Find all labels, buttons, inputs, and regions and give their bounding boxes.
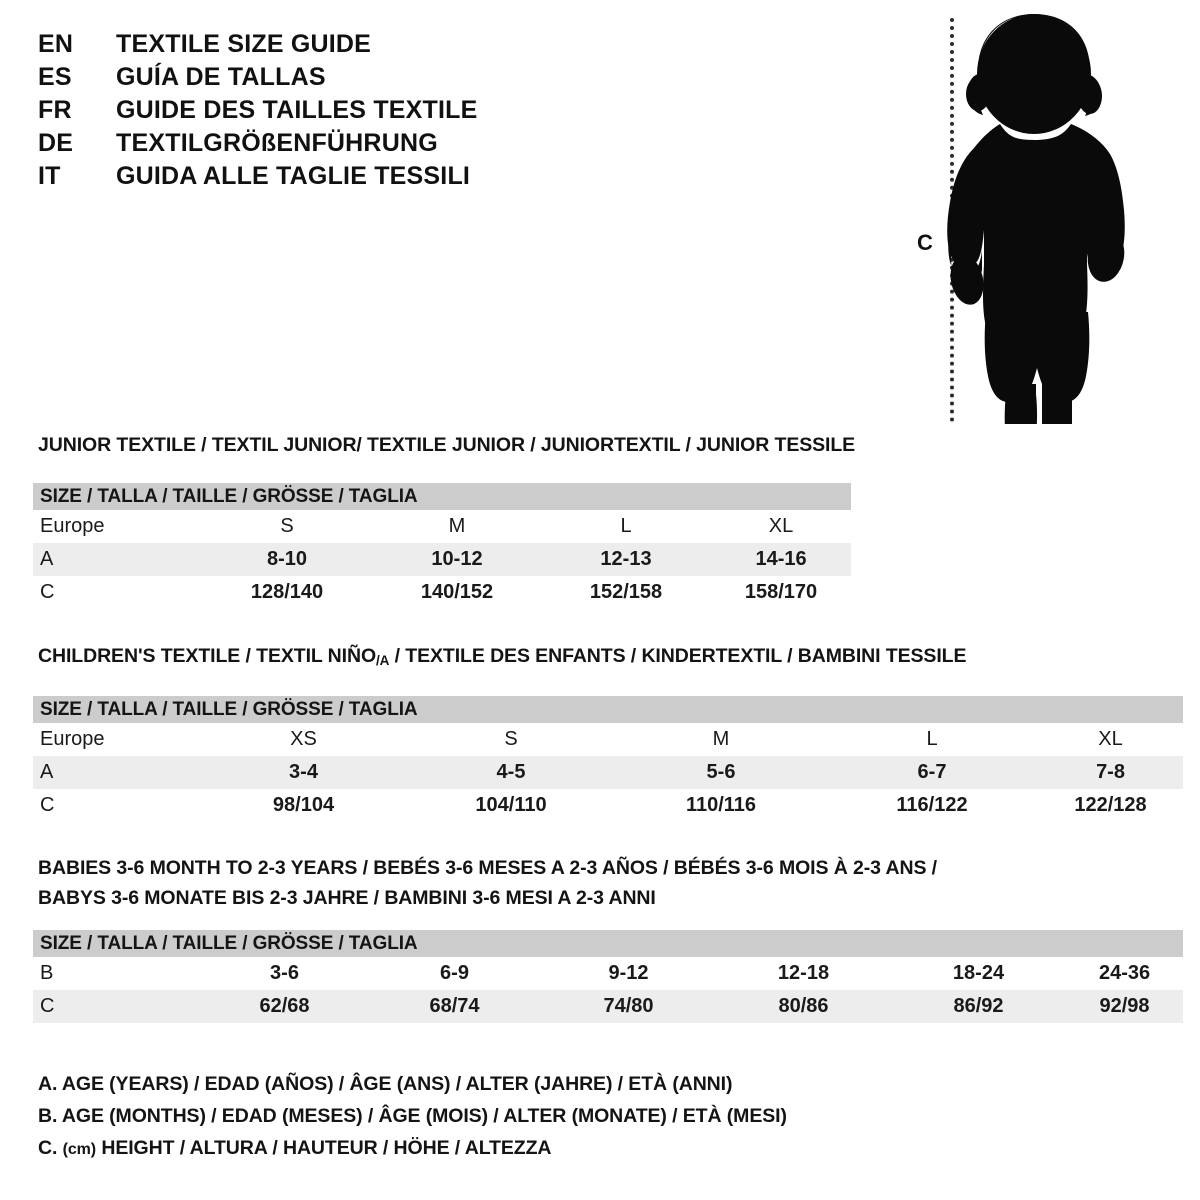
section-heading-junior: JUNIOR TEXTILE / TEXTIL JUNIOR/ TEXTILE …	[38, 434, 856, 456]
child-silhouette-icon	[947, 14, 1125, 424]
legend-block: A. AGE (YEARS) / EDAD (AÑOS) / ÂGE (ANS)…	[38, 1068, 938, 1164]
junior-age-xl: 14-16	[711, 543, 852, 576]
table-row: C 62/68 68/74 74/80 80/86 86/92 92/98	[33, 990, 1184, 1023]
children-row-a-label: A	[33, 756, 201, 789]
junior-size-s: S	[201, 510, 373, 543]
junior-table-band-label: SIZE / TALLA / TAILLE / GRÖSSE / TAGLIA	[33, 483, 852, 510]
children-size-l: L	[826, 723, 1038, 756]
legend-c-unit: (cm)	[62, 1141, 97, 1158]
junior-size-m: M	[373, 510, 541, 543]
junior-height-xl: 158/170	[711, 576, 852, 609]
language-row-es: ES GUÍA DE TALLAS	[38, 63, 598, 96]
children-height-m: 110/116	[616, 789, 826, 822]
babies-height-1: 62/68	[201, 990, 368, 1023]
junior-age-l: 12-13	[541, 543, 711, 576]
junior-age-s: 8-10	[201, 543, 373, 576]
children-height-xl: 122/128	[1038, 789, 1184, 822]
height-measure-label: C	[917, 230, 933, 255]
language-code-es: ES	[38, 63, 72, 91]
legend-line-b: B. AGE (MONTHS) / EDAD (MESES) / ÂGE (MO…	[38, 1105, 787, 1127]
language-title-en: TEXTILE SIZE GUIDE	[116, 30, 372, 58]
language-row-en: EN TEXTILE SIZE GUIDE	[38, 30, 598, 63]
babies-months-1: 3-6	[201, 957, 368, 990]
legend-c-rest: HEIGHT / ALTURA / HAUTEUR / HÖHE / ALTEZ…	[96, 1137, 552, 1159]
children-row-europe-label: Europe	[33, 723, 201, 756]
children-table-band-row: SIZE / TALLA / TAILLE / GRÖSSE / TAGLIA	[33, 696, 1184, 723]
language-title-fr: GUIDE DES TAILLES TEXTILE	[116, 96, 478, 124]
babies-height-3: 74/80	[541, 990, 716, 1023]
babies-row-b-label: B	[33, 957, 201, 990]
children-heading-sub: /A	[376, 653, 390, 668]
section-heading-babies-line2: BABYS 3-6 MONATE BIS 2-3 JAHRE / BAMBINI…	[38, 887, 656, 909]
language-title-it: GUIDA ALLE TAGLIE TESSILI	[116, 162, 471, 190]
section-heading-babies-line1: BABIES 3-6 MONTH TO 2-3 YEARS / BEBÉS 3-…	[38, 857, 937, 879]
babies-size-table: SIZE / TALLA / TAILLE / GRÖSSE / TAGLIA …	[33, 930, 1184, 1023]
language-code-en: EN	[38, 30, 74, 58]
babies-months-6: 24-36	[1066, 957, 1184, 990]
children-size-xl: XL	[1038, 723, 1184, 756]
children-age-xs: 3-4	[201, 756, 406, 789]
babies-months-5: 18-24	[891, 957, 1066, 990]
language-title-de: TEXTILGRÖßENFÜHRUNG	[116, 129, 438, 157]
table-row: C 128/140 140/152 152/158 158/170	[33, 576, 852, 609]
babies-months-2: 6-9	[368, 957, 541, 990]
children-height-l: 116/122	[826, 789, 1038, 822]
children-size-s: S	[406, 723, 616, 756]
language-row-it: IT GUIDA ALLE TAGLIE TESSILI	[38, 162, 598, 195]
junior-table-band-row: SIZE / TALLA / TAILLE / GRÖSSE / TAGLIA	[33, 483, 852, 510]
children-heading-suffix: / TEXTILE DES ENFANTS / KINDERTEXTIL / B…	[389, 645, 967, 667]
table-row: C 98/104 104/110 110/116 116/122 122/128	[33, 789, 1184, 822]
children-age-l: 6-7	[826, 756, 1038, 789]
children-size-xs: XS	[201, 723, 406, 756]
babies-row-c-label: C	[33, 990, 201, 1023]
babies-height-4: 80/86	[716, 990, 891, 1023]
children-age-s: 4-5	[406, 756, 616, 789]
junior-size-l: L	[541, 510, 711, 543]
language-row-fr: FR GUIDE DES TAILLES TEXTILE	[38, 96, 598, 129]
legend-line-c: C. (cm) HEIGHT / ALTURA / HAUTEUR / HÖHE…	[38, 1132, 938, 1164]
language-title-block: EN TEXTILE SIZE GUIDE ES GUÍA DE TALLAS …	[38, 30, 598, 195]
table-row: A 3-4 4-5 5-6 6-7 7-8	[33, 756, 1184, 789]
table-row: Europe S M L XL	[33, 510, 852, 543]
language-code-it: IT	[38, 162, 61, 190]
section-heading-children: CHILDREN'S TEXTILE / TEXTIL NIÑO/A / TEX…	[38, 645, 966, 668]
children-height-s: 104/110	[406, 789, 616, 822]
table-row: B 3-6 6-9 9-12 12-18 18-24 24-36	[33, 957, 1184, 990]
junior-height-m: 140/152	[373, 576, 541, 609]
language-code-de: DE	[38, 129, 74, 157]
language-code-fr: FR	[38, 96, 72, 124]
babies-months-3: 9-12	[541, 957, 716, 990]
junior-size-xl: XL	[711, 510, 852, 543]
babies-table-band-label: SIZE / TALLA / TAILLE / GRÖSSE / TAGLIA	[33, 930, 1184, 957]
children-height-xs: 98/104	[201, 789, 406, 822]
junior-row-a-label: A	[33, 543, 201, 576]
legend-line-a: A. AGE (YEARS) / EDAD (AÑOS) / ÂGE (ANS)…	[38, 1073, 733, 1095]
junior-size-table: SIZE / TALLA / TAILLE / GRÖSSE / TAGLIA …	[33, 483, 852, 609]
table-row: A 8-10 10-12 12-13 14-16	[33, 543, 852, 576]
children-size-m: M	[616, 723, 826, 756]
legend-c-prefix: C.	[38, 1137, 63, 1159]
children-age-m: 5-6	[616, 756, 826, 789]
children-age-xl: 7-8	[1038, 756, 1184, 789]
language-row-de: DE TEXTILGRÖßENFÜHRUNG	[38, 129, 598, 162]
children-row-c-label: C	[33, 789, 201, 822]
babies-height-6: 92/98	[1066, 990, 1184, 1023]
babies-table-band-row: SIZE / TALLA / TAILLE / GRÖSSE / TAGLIA	[33, 930, 1184, 957]
children-table-band-label: SIZE / TALLA / TAILLE / GRÖSSE / TAGLIA	[33, 696, 1184, 723]
children-heading-prefix: CHILDREN'S TEXTILE / TEXTIL NIÑO	[38, 645, 377, 667]
junior-row-europe-label: Europe	[33, 510, 201, 543]
babies-height-5: 86/92	[891, 990, 1066, 1023]
babies-height-2: 68/74	[368, 990, 541, 1023]
junior-height-s: 128/140	[201, 576, 373, 609]
junior-row-c-label: C	[33, 576, 201, 609]
junior-age-m: 10-12	[373, 543, 541, 576]
babies-months-4: 12-18	[716, 957, 891, 990]
language-title-es: GUÍA DE TALLAS	[116, 63, 326, 91]
table-row: Europe XS S M L XL	[33, 723, 1184, 756]
height-measurement-figure: C	[900, 12, 1150, 427]
junior-height-l: 152/158	[541, 576, 711, 609]
children-size-table: SIZE / TALLA / TAILLE / GRÖSSE / TAGLIA …	[33, 696, 1184, 822]
